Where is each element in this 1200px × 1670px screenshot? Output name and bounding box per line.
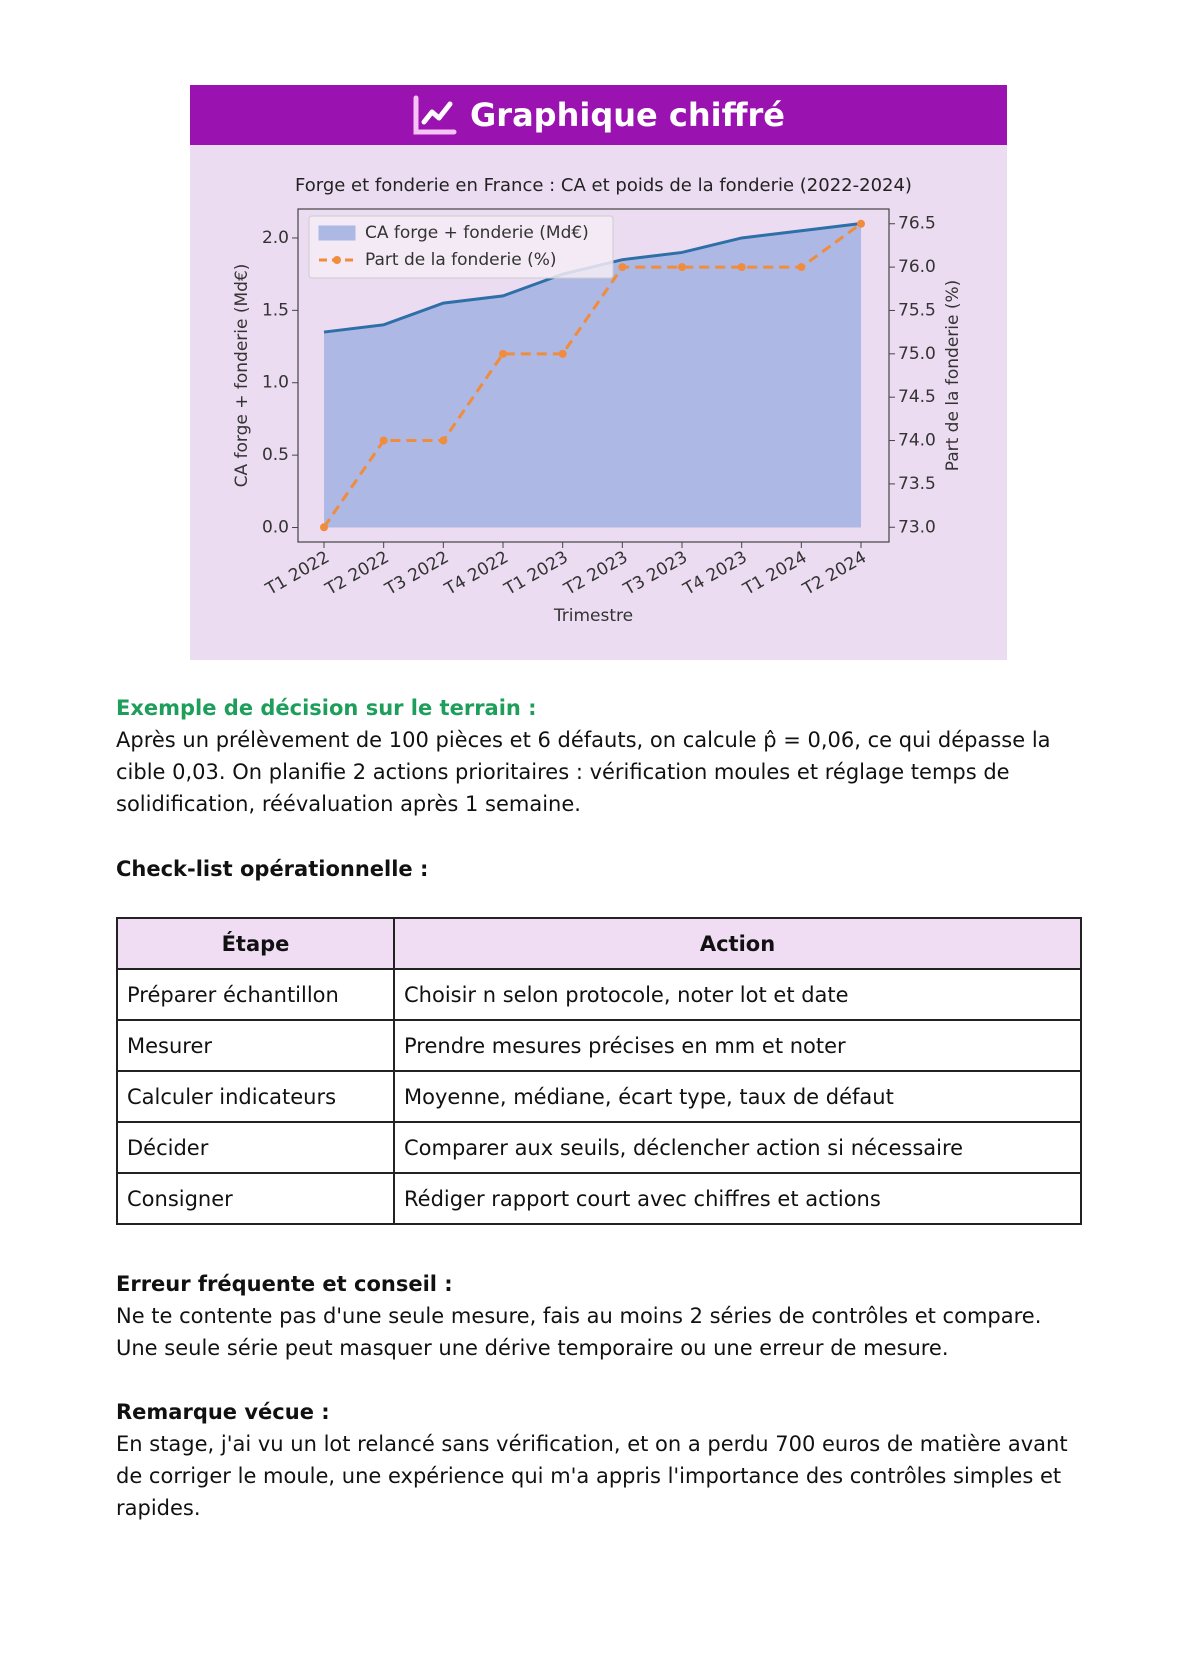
section-text: En stage, j'ai vu un lot relancé sans vé… bbox=[116, 1432, 1068, 1520]
x-tick-label: T3 2022 bbox=[381, 547, 452, 600]
table-cell: Consigner bbox=[116, 1172, 395, 1225]
table-cell: Décider bbox=[116, 1121, 395, 1174]
checklist-section: Check-list opérationnelle : bbox=[116, 853, 1081, 885]
point bbox=[618, 263, 627, 272]
table-cell: Choisir n selon protocole, noter lot et … bbox=[393, 968, 1082, 1021]
x-tick-label: T4 2023 bbox=[679, 547, 750, 600]
example-section: Exemple de décision sur le terrain : Apr… bbox=[116, 692, 1081, 820]
section-heading: Erreur fréquente et conseil : bbox=[116, 1272, 453, 1296]
table-cell: Comparer aux seuils, déclencher action s… bbox=[393, 1121, 1082, 1174]
x-tick-label: T2 2024 bbox=[799, 547, 870, 600]
point bbox=[558, 349, 567, 358]
point bbox=[797, 263, 806, 272]
y2-tick-label: 75.0 bbox=[898, 344, 936, 364]
point bbox=[678, 263, 686, 272]
card-header: Graphique chiffré bbox=[190, 85, 1007, 145]
y2-tick-label: 73.0 bbox=[898, 517, 936, 537]
x-tick-label: T2 2022 bbox=[321, 547, 392, 600]
table-row: Décider Comparer aux seuils, déclencher a… bbox=[116, 1121, 1082, 1174]
chart: Forge et fonderie en France : CA et poid… bbox=[232, 175, 963, 626]
x-tick-label: T4 2022 bbox=[441, 547, 512, 600]
card-title: Graphique chiffré bbox=[470, 96, 785, 134]
chart-card: Forge et fonderie en France : CA et poid… bbox=[190, 85, 1007, 660]
y-tick-label: 1.5 bbox=[262, 300, 289, 320]
checklist-table: Étape Action Préparer échantillon Choisir… bbox=[116, 917, 1082, 1225]
line bbox=[322, 222, 862, 529]
section-text: Après un prélèvement de 100 pièces et 6 … bbox=[116, 728, 1051, 816]
table-header: Action bbox=[393, 917, 1082, 970]
table-header-row: Étape Action bbox=[116, 917, 1082, 970]
y2-axis-label: Part de la fonderie (%) bbox=[943, 280, 963, 472]
y2-tick-label: 74.0 bbox=[898, 431, 936, 451]
table-cell: Prendre mesures précises en mm et noter bbox=[393, 1019, 1082, 1072]
section-text: Ne te contente pas d'une seule mesure, f… bbox=[116, 1304, 1042, 1360]
y-axis-label: CA forge + fonderie (Md€) bbox=[232, 264, 252, 488]
table-cell: Préparer échantillon bbox=[116, 968, 395, 1021]
point bbox=[320, 523, 328, 532]
x-axis-label: Trimestre bbox=[553, 606, 633, 626]
x-tick-label: T1 2024 bbox=[739, 547, 810, 600]
y-tick-label: 2.0 bbox=[262, 228, 289, 248]
table-cell: Mesurer bbox=[116, 1019, 395, 1072]
point bbox=[857, 219, 865, 228]
legend-swatch bbox=[318, 225, 356, 241]
y2-tick-label: 75.5 bbox=[898, 300, 936, 320]
table-row: Préparer échantillon Choisir n selon prot… bbox=[116, 968, 1082, 1021]
table-cell: Moyenne, médiane, écart type, taux de dé… bbox=[393, 1070, 1082, 1123]
x-tick-label: T1 2023 bbox=[500, 547, 571, 600]
y-tick-label: 1.0 bbox=[262, 373, 289, 393]
y-tick-label: 0.0 bbox=[262, 518, 289, 538]
y2-tick-label: 73.5 bbox=[898, 474, 936, 494]
table-cell: Calculer indicateurs bbox=[116, 1070, 395, 1123]
table-cell: Rédiger rapport court avec chiffres et a… bbox=[393, 1172, 1082, 1225]
point bbox=[499, 349, 507, 358]
legend-marker bbox=[333, 256, 341, 264]
table-row: Consigner Rédiger rapport court avec chif… bbox=[116, 1172, 1082, 1225]
error-section: Erreur fréquente et conseil : Ne te cont… bbox=[116, 1268, 1081, 1364]
point bbox=[439, 436, 448, 445]
legend-label: Part de la fonderie (%) bbox=[365, 250, 557, 270]
plot-frame bbox=[297, 208, 890, 543]
x-tick-label: T3 2023 bbox=[620, 547, 691, 600]
table-row: Mesurer Prendre mesures précises en mm et… bbox=[116, 1019, 1082, 1072]
legend-label: CA forge + fonderie (Md€) bbox=[365, 223, 589, 243]
remark-section: Remarque vécue : En stage, j'ai vu un lo… bbox=[116, 1396, 1081, 1524]
x-tick-label: T2 2023 bbox=[560, 547, 631, 600]
x-tick-label: T1 2022 bbox=[262, 547, 333, 600]
chart-icon bbox=[413, 95, 457, 135]
section-heading: Exemple de décision sur le terrain : bbox=[116, 696, 537, 720]
point bbox=[379, 436, 388, 445]
y2-tick-label: 76.5 bbox=[898, 214, 936, 234]
table-row: Calculer indicateurs Moyenne, médiane, éc… bbox=[116, 1070, 1082, 1123]
y-tick-label: 0.5 bbox=[262, 445, 289, 465]
chart-title: Forge et fonderie en France : CA et poid… bbox=[295, 175, 912, 196]
section-heading: Check-list opérationnelle : bbox=[116, 857, 429, 881]
point bbox=[737, 263, 746, 272]
section-heading: Remarque vécue : bbox=[116, 1400, 330, 1424]
area bbox=[324, 223, 861, 528]
y2-tick-label: 74.5 bbox=[898, 387, 936, 407]
table-header: Étape bbox=[116, 917, 395, 970]
y2-tick-label: 76.0 bbox=[898, 257, 936, 277]
legend-box bbox=[308, 215, 614, 279]
